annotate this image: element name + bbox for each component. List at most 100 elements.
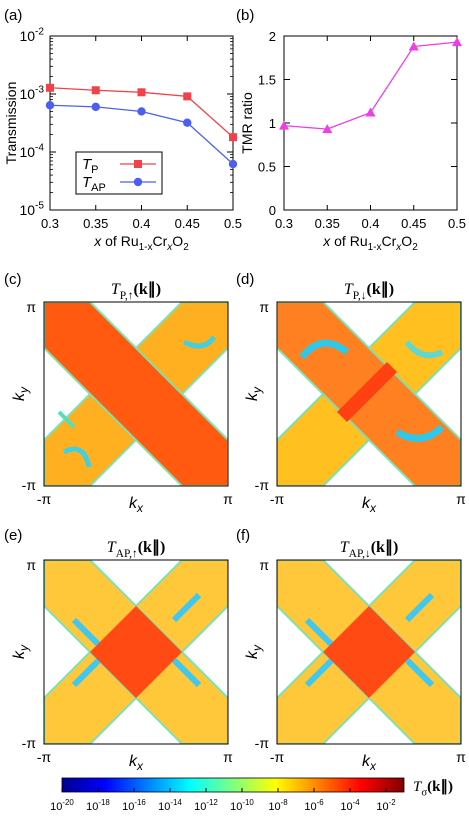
heatmap-title: TAP,↓(k∥) (340, 539, 399, 560)
colorbar-tick-label: 10-12 (194, 798, 218, 813)
y-axis-label: Transmission (3, 82, 19, 165)
y-tick-label: -π (22, 735, 37, 751)
data-point-tmr (322, 124, 333, 134)
heatmap-title: TP,↓(k∥) (344, 281, 394, 302)
heatmap-feature (304, 657, 335, 688)
panel-label-a: (a) (4, 7, 22, 24)
data-point-tmr (365, 107, 376, 117)
colorbar: 10-20 10-18 10-16 10-14 10-12 10-10 10-8 10-6 10… (50, 777, 453, 813)
plot-frame (283, 35, 458, 211)
x-axis-label: kx (362, 495, 377, 515)
heatmap-feature (404, 657, 435, 688)
y-tick-label: 2 (269, 29, 276, 44)
heatmap-frame (43, 559, 229, 745)
heatmap-feature (71, 657, 102, 688)
legend-marker (133, 177, 143, 187)
x-tick-label: 0.45 (401, 216, 426, 231)
heatmap-frame (43, 301, 229, 487)
colorbar-tick-label: 10-8 (268, 798, 288, 813)
data-point-tmr (408, 41, 419, 51)
x-tick-label: 0.5 (224, 216, 242, 231)
panel-d-heatmap: (d) TP,↓(k∥) -π π π -π kx ky (236, 271, 466, 515)
legend-label: TP (82, 156, 99, 176)
x-tick-label: -π (270, 491, 285, 507)
colorbar-tick-label: 10-14 (158, 798, 182, 813)
heatmap-feature (182, 335, 217, 349)
heatmap-feature (62, 446, 92, 468)
data-point-P (137, 88, 146, 97)
y-tick-label: 0 (269, 203, 276, 218)
y-tick-label: -π (22, 477, 37, 493)
y-tick-label: -π (255, 477, 270, 493)
x-tick-label: 0.3 (41, 216, 59, 231)
data-point-AP (91, 102, 100, 112)
colorbar-tick-label: 10-2 (376, 798, 395, 813)
legend-box (75, 151, 163, 195)
heatmap-title: TP,↑(k∥) (111, 281, 161, 302)
data-point-P (229, 133, 237, 142)
heatmap-image (43, 301, 229, 487)
heatmap-core (337, 362, 397, 422)
heatmap-feature (57, 410, 76, 429)
panel-label: (f) (236, 527, 250, 544)
heatmap-title: TAP,↑(k∥) (107, 539, 166, 560)
panel-label: (d) (236, 271, 254, 288)
heatmap-image (276, 559, 462, 745)
panel-label: (e) (4, 527, 22, 544)
x-tick-label: 0.35 (83, 216, 108, 231)
panel-f-heatmap: (f) TAP,↓(k∥) -π π π -π kx ky (236, 527, 466, 773)
y-tick-label: 1 (269, 116, 276, 131)
heatmap-core (323, 606, 415, 698)
x-tick-label: 0.4 (132, 216, 150, 231)
panel-c-heatmap: (c) TP,↑(k∥) -π π π -π kx ky (4, 271, 233, 515)
x-tick-label: π (456, 749, 466, 765)
y-tick-label: 1.5 (258, 73, 276, 88)
x-tick-label: 0.45 (175, 216, 200, 231)
panel-label: (c) (4, 271, 22, 288)
data-point-tmr (279, 120, 289, 130)
y-tick-label: 10-2 (19, 27, 44, 44)
heatmap-feature (171, 592, 202, 623)
x-axis-label: kx (129, 495, 144, 515)
data-point-AP (137, 107, 146, 116)
data-point-tmr (452, 37, 462, 47)
heatmap-feature (404, 592, 435, 623)
legend-marker (134, 160, 142, 168)
colorbar-tick-label: 10-18 (86, 798, 110, 813)
y-axis-label: ky (11, 386, 31, 401)
x-axis-label: kx (362, 753, 377, 773)
x-tick-label: 0.5 (448, 216, 466, 231)
heatmap-feature (171, 657, 202, 688)
heatmap-image (43, 559, 229, 745)
data-point-P (91, 86, 100, 95)
y-tick-label: -π (255, 735, 270, 751)
y-axis-label: ky (11, 644, 31, 659)
x-axis-label: kx (129, 753, 144, 773)
panel-a-transmission-chart: (a) 10-5 10-4 10-3 10-2 0.3 0.35 0.4 0.45 0.5 Tran… (3, 7, 242, 253)
heatmap-frame (276, 301, 462, 487)
x-axis-label: x of Ru1-xCrxO2 (322, 233, 418, 253)
colorbar-tick-label: 10-16 (122, 798, 146, 813)
y-tick-label: 10-5 (19, 201, 44, 218)
heatmap-image (276, 301, 462, 487)
heatmap-frame (276, 559, 462, 745)
x-tick-label: -π (37, 749, 52, 765)
y-tick-label: 10-4 (19, 143, 44, 160)
x-axis-label: x of Ru1-xCrxO2 (93, 233, 189, 253)
heatmap-core (90, 606, 182, 698)
heatmap-feature (395, 424, 445, 442)
x-tick-label: -π (270, 749, 285, 765)
y-tick-label: 10-3 (19, 85, 44, 102)
data-point-P (183, 92, 192, 101)
x-tick-label: -π (37, 491, 52, 507)
y-tick-label: π (259, 557, 269, 573)
heatmap-feature (304, 617, 335, 648)
legend-label: TAP (82, 174, 106, 194)
x-tick-label: 0.4 (361, 216, 379, 231)
heatmap-stripe (44, 302, 228, 486)
panel-e-heatmap: (e) TAP,↑(k∥) -π π π -π kx ky (4, 527, 233, 773)
x-tick-label: 0.3 (275, 216, 293, 231)
